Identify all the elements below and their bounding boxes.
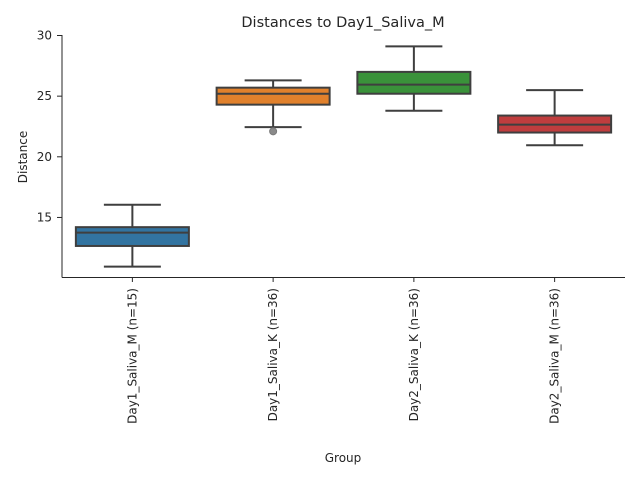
x-tick-label: Day1_Saliva_M (n=15)	[125, 288, 139, 424]
box-iqr	[215, 86, 331, 106]
box-1	[74, 203, 190, 268]
box-iqr	[356, 70, 472, 95]
box-iqr	[74, 226, 190, 247]
x-axis-label: Group	[325, 451, 362, 465]
x-tick-label: Day1_Saliva_K (n=36)	[266, 288, 280, 421]
chart-title: Distances to Day1_Saliva_M	[241, 15, 444, 31]
y-tick-label: 15	[37, 210, 52, 224]
box-3	[356, 45, 472, 112]
y-tick-label: 25	[37, 89, 52, 103]
box-4	[497, 89, 613, 147]
x-tick-label: Day2_Saliva_K (n=36)	[407, 288, 421, 421]
y-axis-label: Distance	[16, 131, 30, 183]
box-2	[215, 79, 331, 136]
y-tick-label: 20	[37, 150, 52, 164]
y-tick-label: 30	[37, 29, 52, 43]
x-tick-label: Day2_Saliva_M (n=36)	[548, 288, 562, 424]
outlier-point	[269, 127, 278, 136]
